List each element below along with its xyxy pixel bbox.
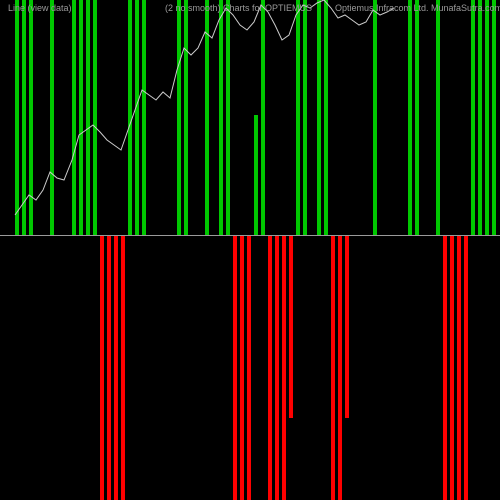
volume-bar [443, 235, 447, 500]
volume-bar [275, 235, 279, 500]
volume-bar [289, 235, 293, 418]
header-right: Optiemus Infracom Ltd. MunafaSutra.com [335, 3, 500, 13]
volume-bar [464, 235, 468, 500]
volume-bar [240, 235, 244, 500]
header-left: Line (view data) [8, 3, 72, 13]
chart-midline [0, 235, 500, 236]
volume-bar [247, 235, 251, 500]
volume-bar [233, 235, 237, 500]
volume-bar [114, 235, 118, 500]
volume-bar [100, 235, 104, 500]
volume-bar [331, 235, 335, 500]
chart-container: Line (view data) (2 no smooth) Charts fo… [0, 0, 500, 500]
header-center: (2 no smooth) Charts for OPTIEMUS [165, 3, 312, 13]
volume-bar [121, 235, 125, 500]
volume-bar [338, 235, 342, 500]
volume-bar [345, 235, 349, 418]
volume-bar [457, 235, 461, 500]
price-line-chart [0, 0, 500, 235]
volume-bar [450, 235, 454, 500]
volume-bar [268, 235, 272, 500]
volume-bar [282, 235, 286, 500]
volume-bar [107, 235, 111, 500]
